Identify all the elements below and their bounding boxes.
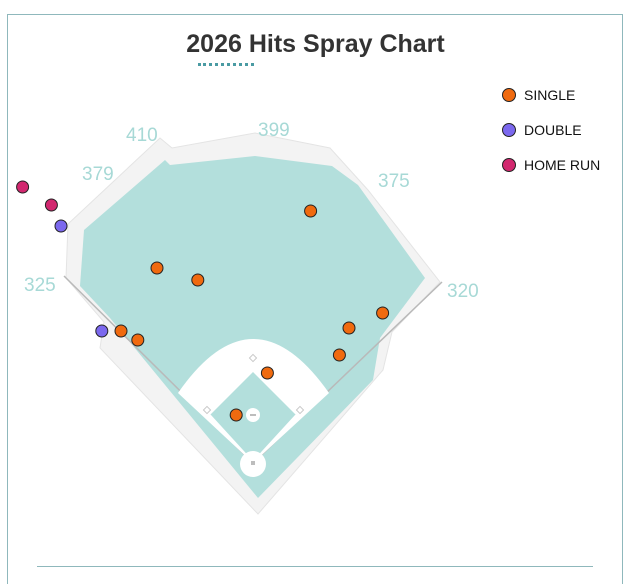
distance-label-lcf: 379 (82, 164, 114, 185)
hit-point-single (332, 348, 346, 362)
hit-point-double (54, 219, 68, 233)
title-underline (198, 63, 254, 66)
legend-label-home-run: HOME RUN (524, 157, 601, 173)
title-year: 2026 (186, 30, 242, 58)
legend: SINGLE DOUBLE HOME RUN (502, 86, 600, 191)
legend-label-single: SINGLE (524, 87, 576, 103)
distance-label-rcf: 375 (378, 171, 410, 192)
hit-point-single (260, 366, 274, 380)
hit-point-single (114, 324, 128, 338)
title-text: Hits Spray Chart (248, 30, 445, 58)
distance-label-cf: 399 (258, 120, 290, 141)
pitchers-rubber (250, 414, 256, 416)
legend-swatch-double (502, 123, 516, 137)
second-base (248, 353, 258, 363)
outfield-grass (80, 156, 425, 498)
bottom-rule (37, 566, 593, 567)
distance-label-rf: 320 (447, 281, 479, 302)
legend-item-home-run: HOME RUN (502, 156, 600, 174)
hits-layer (16, 180, 390, 422)
hit-point-double (95, 324, 109, 338)
hit-point-single (150, 261, 164, 275)
legend-swatch-single (502, 88, 516, 102)
hit-point-single (304, 204, 318, 218)
distance-label-cf-left: 410 (126, 125, 158, 146)
legend-item-double: DOUBLE (502, 121, 600, 139)
hit-point-single (342, 321, 356, 335)
first-base (295, 405, 305, 415)
hit-point-single (229, 408, 243, 422)
chart-frame (7, 14, 623, 584)
legend-item-single: SINGLE (502, 86, 600, 104)
hit-point-single (191, 273, 205, 287)
hit-point-single (376, 306, 390, 320)
legend-label-double: DOUBLE (524, 122, 582, 138)
legend-swatch-home-run (502, 158, 516, 172)
chart-title: 2026 Hits Spray Chart (0, 30, 631, 59)
hit-point-home-run (44, 198, 58, 212)
hit-point-home-run (16, 180, 30, 194)
distance-label-lf: 325 (24, 275, 56, 296)
third-base (202, 405, 212, 415)
hit-point-single (131, 333, 145, 347)
home-plate (251, 461, 255, 465)
